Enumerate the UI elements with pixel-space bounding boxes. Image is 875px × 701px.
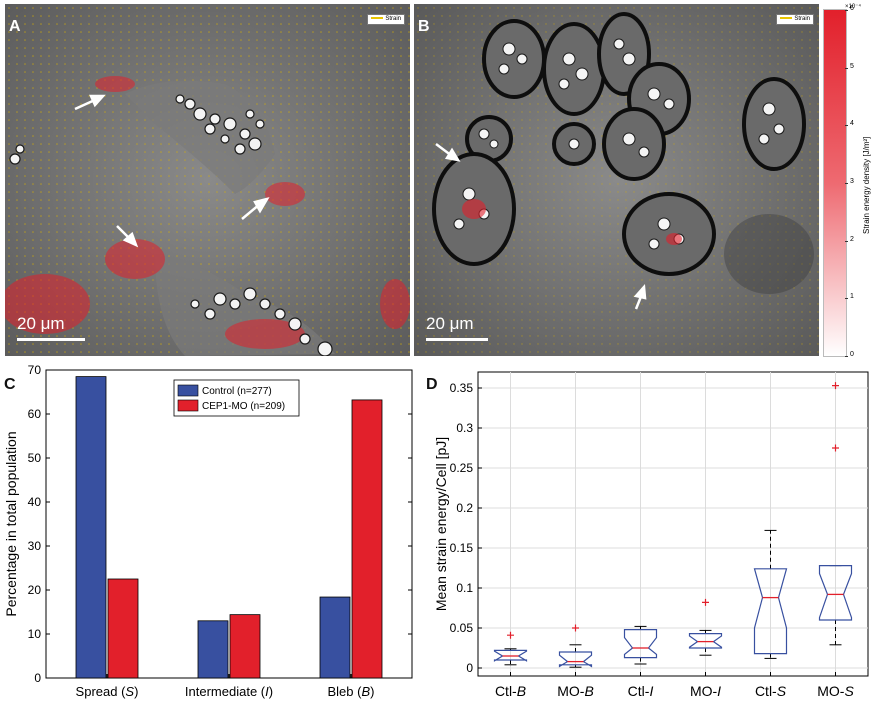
y-tick-label: 0 (34, 671, 41, 685)
micrograph-b-image (414, 4, 819, 356)
y-tick-label: 0.05 (450, 621, 474, 635)
y-tick-label: 0.1 (456, 581, 473, 595)
x-tick-label: Spread (S) (76, 684, 139, 699)
y-axis-label: Mean strain energy/Cell [pJ] (433, 437, 449, 611)
y-tick-label: 60 (28, 407, 42, 421)
panel-b-scalebar-label: 20 μm (426, 314, 474, 333)
panel-a-scalebar-label: 20 μm (17, 314, 65, 333)
y-tick-label: 40 (28, 495, 42, 509)
colorbar-tick (845, 356, 848, 357)
strain-colorbar: ×10⁻⁴ 6 5 4 3 2 1 0 Strain energy density [J/m… (819, 4, 875, 358)
box (818, 565, 853, 621)
x-tick-label: MO-B (557, 683, 594, 699)
y-tick-label: 70 (28, 363, 42, 377)
bar (229, 614, 261, 679)
y-tick-label: 30 (28, 539, 42, 553)
colorbar-tick-label: 5 (850, 62, 854, 70)
panel-a-scalebar (17, 338, 85, 341)
panel-b-legend: Strain (776, 14, 814, 25)
micrograph-a-image (5, 4, 410, 356)
box (688, 633, 723, 649)
panel-a-letter: A (9, 18, 21, 35)
colorbar-tick (845, 298, 848, 300)
box-plot-d: 0 0.05 0.1 0.15 0.2 0.25 0.3 0.35 Ctl-B MO-B Ctl-I… (433, 371, 869, 699)
colorbar-gradient (823, 9, 847, 357)
y-tick-label: 0.25 (450, 461, 474, 475)
outlier-marker (832, 444, 839, 452)
colorbar-tick (845, 10, 848, 11)
panel-c-letter: C (4, 376, 16, 393)
box (753, 568, 788, 655)
y-tick-label: 20 (28, 583, 42, 597)
bar (351, 399, 383, 679)
y-tick-label: 50 (28, 451, 42, 465)
legend-swatch (371, 17, 384, 20)
colorbar-tick-label: 4 (850, 120, 854, 128)
legend-label: Strain (385, 16, 401, 22)
plot-area (45, 369, 413, 679)
box (623, 629, 658, 659)
outlier-marker (702, 598, 709, 606)
legend-label: Strain (794, 16, 810, 22)
outlier-marker (507, 631, 514, 639)
panel-d-letter: D (426, 376, 438, 393)
bar (75, 376, 107, 679)
legend-label: CEP1-MO (n=209) (202, 401, 285, 412)
colorbar-tick (845, 240, 848, 242)
colorbar-tick (845, 183, 848, 184)
legend-label: Control (n=277) (202, 386, 272, 397)
legend: Control (n=277) CEP1-MO (n=209) (173, 379, 300, 417)
x-tick-label: Intermediate (I) (185, 684, 273, 699)
legend-swatch (177, 399, 199, 412)
legend-swatch (780, 17, 793, 20)
y-tick-label: 0.2 (456, 501, 473, 515)
colorbar-tick-label: 1 (850, 293, 854, 301)
y-tick-label: 0.3 (456, 421, 473, 435)
y-tick-label: 0.35 (450, 381, 474, 395)
colorbar-label: Strain energy density [J/m²] (862, 136, 871, 234)
box (493, 649, 528, 662)
bar (197, 620, 229, 679)
y-axis-label: Percentage in total population (3, 431, 19, 616)
panel-a-micrograph: A Strain 20 μm (5, 4, 410, 356)
panel-b-scalebar (426, 338, 488, 341)
colorbar-tick (845, 125, 848, 127)
colorbar-tick-label: 3 (850, 178, 854, 185)
box (558, 651, 593, 668)
colorbar-tick-label: 2 (850, 235, 854, 243)
bar-chart-c: 0 10 20 30 40 50 60 70 Spread (S) Intermediate (I… (3, 363, 413, 699)
x-tick-label: Bleb (B) (328, 684, 375, 699)
bar (319, 596, 351, 679)
bar (107, 578, 139, 679)
panel-a-legend: Strain (367, 14, 405, 25)
plot-area (477, 371, 869, 677)
x-tick-label: Ctl-I (628, 683, 654, 699)
panel-b-letter: B (418, 18, 430, 35)
x-tick-label: Ctl-B (495, 683, 526, 699)
x-tick-label: Ctl-S (755, 683, 787, 699)
x-tick-label: MO-S (817, 683, 854, 699)
x-tick-label: MO-I (690, 683, 721, 699)
colorbar-tick (845, 67, 848, 69)
legend-swatch (177, 384, 199, 397)
colorbar-tick-label: 0 (850, 351, 854, 358)
outlier-marker (832, 382, 839, 390)
colorbar-exponent: ×10⁻⁴ (845, 4, 861, 10)
y-tick-label: 0.15 (450, 541, 474, 555)
y-tick-label: 0 (466, 661, 473, 675)
outlier-marker (572, 624, 579, 632)
panel-b-micrograph: B Strain 20 μm (414, 4, 819, 356)
y-tick-label: 10 (28, 627, 42, 641)
colorbar-tick-label: 6 (850, 5, 854, 12)
